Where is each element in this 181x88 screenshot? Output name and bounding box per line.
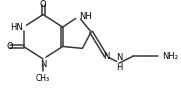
Text: O: O [7, 42, 13, 51]
Text: N: N [116, 53, 123, 62]
Text: HN: HN [10, 23, 23, 32]
Text: NH: NH [79, 12, 92, 21]
Text: N: N [40, 60, 46, 69]
Text: CH₃: CH₃ [36, 73, 50, 83]
Text: N: N [103, 52, 109, 61]
Text: O: O [40, 0, 47, 9]
Text: H: H [116, 63, 123, 72]
Text: NH₂: NH₂ [162, 52, 178, 61]
